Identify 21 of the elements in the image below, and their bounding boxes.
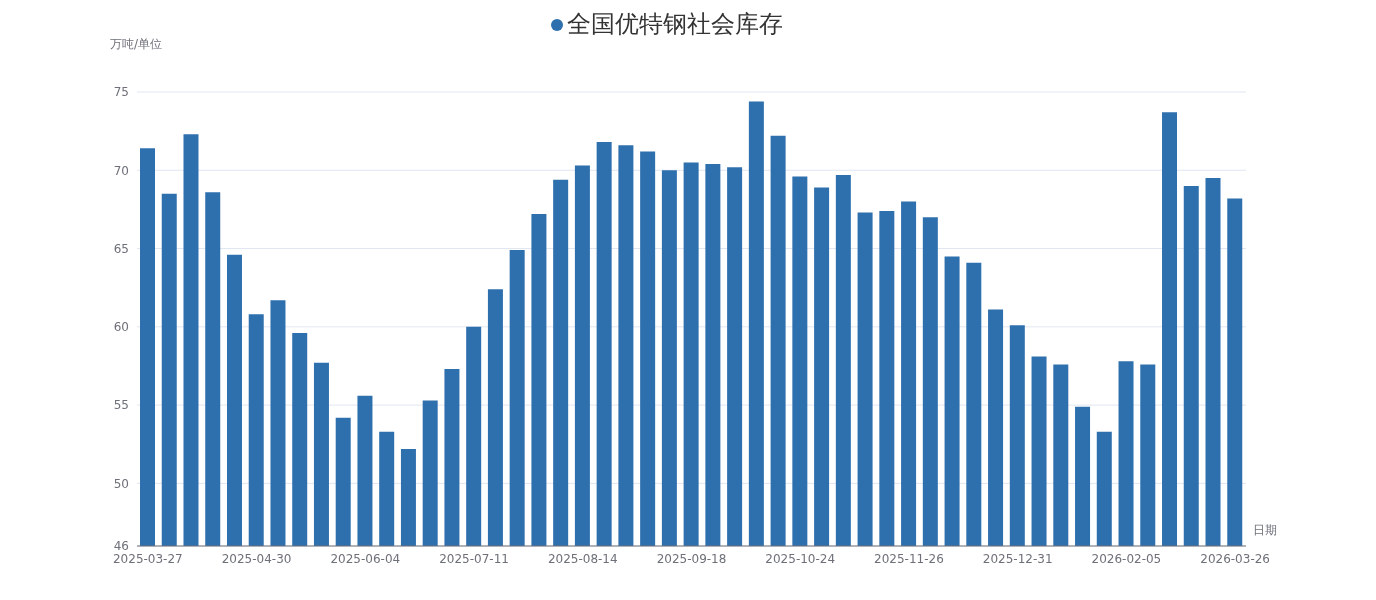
x-tick-label: 2026-03-26 xyxy=(1200,551,1270,566)
legend-label: 全国优特钢社会库存 xyxy=(566,10,783,38)
y-tick-label: 75 xyxy=(113,85,129,100)
y-tick-label: 46 xyxy=(113,539,129,554)
y-axis-title: 万吨/单位 xyxy=(110,36,163,53)
x-tick-label: 2025-04-30 xyxy=(221,551,292,566)
x-tick-label: 2025-08-14 xyxy=(547,551,618,566)
y-tick-label: 60 xyxy=(113,320,129,335)
x-tick-label: 2025-11-26 xyxy=(874,551,944,566)
x-tick-label: 2025-10-24 xyxy=(765,551,836,566)
y-tick-label: 70 xyxy=(113,163,129,178)
y-tick-label: 50 xyxy=(113,476,129,491)
x-tick-label: 2025-12-31 xyxy=(982,551,1053,566)
x-tick-label: 2025-06-04 xyxy=(330,551,401,566)
x-tick-label: 2025-07-11 xyxy=(439,551,509,566)
x-tick-label: 2026-02-05 xyxy=(1091,551,1162,566)
x-tick-label: 2025-09-18 xyxy=(656,551,727,566)
y-tick-label: 65 xyxy=(113,241,129,256)
x-tick-label: 2025-03-27 xyxy=(113,551,183,566)
x-axis-title: 日期 xyxy=(1253,522,1277,539)
y-tick-label: 55 xyxy=(113,398,129,413)
